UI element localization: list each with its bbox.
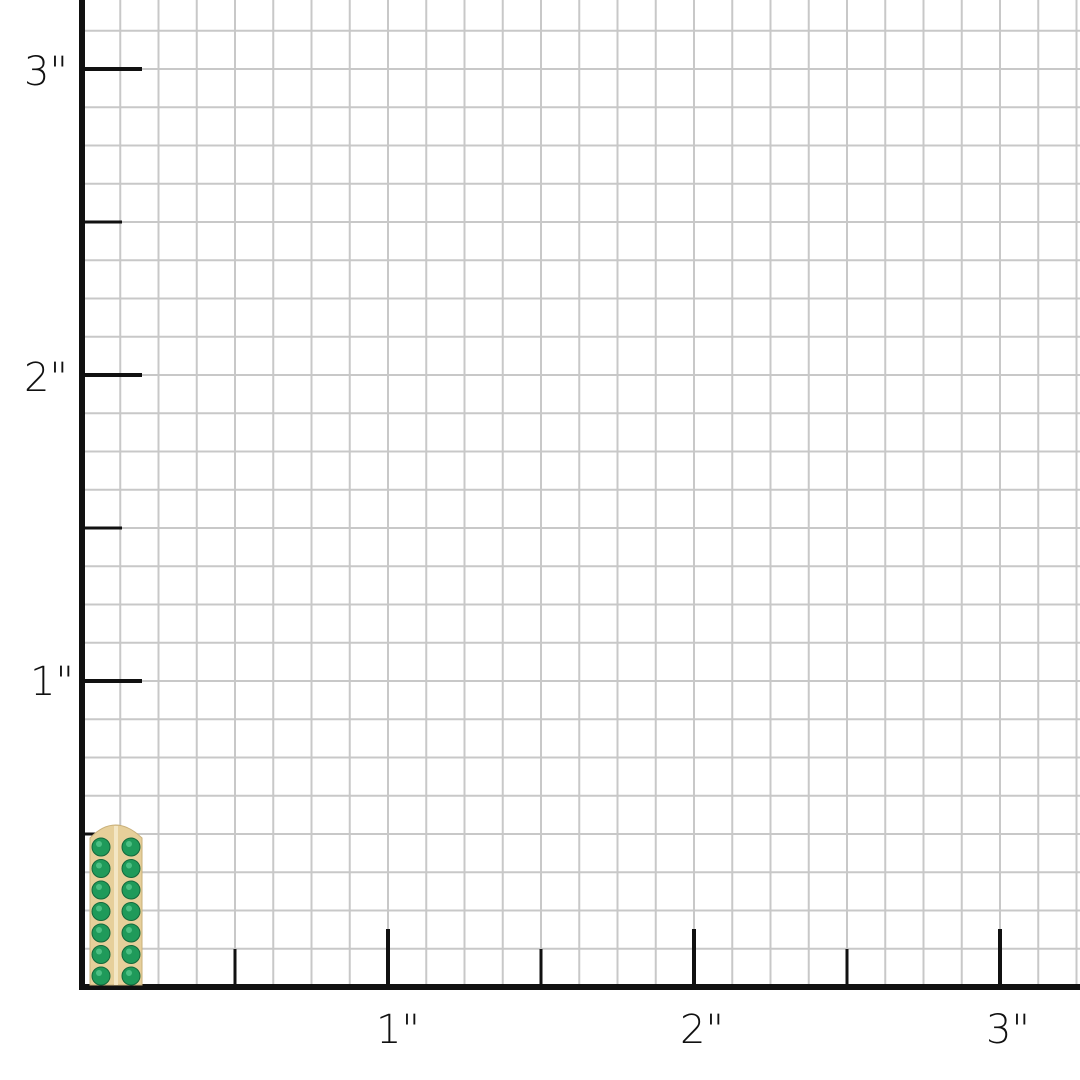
emerald-stone [121,923,141,943]
stone-highlight [126,884,132,890]
emerald-stone [121,945,141,964]
stone-highlight [96,948,102,955]
x-label-1: 1" [376,1007,420,1053]
y-label-3: 3" [24,49,68,95]
emerald-stone [91,923,111,943]
stone-highlight [96,884,102,890]
emerald-stone [121,880,141,900]
y-label-1: 1" [30,659,74,705]
stone-highlight [96,927,102,933]
stone-highlight [126,905,132,912]
emerald-stone [91,902,111,921]
emerald-stone [121,966,141,986]
emerald-stone [121,902,141,921]
emerald-stone [91,837,111,857]
stone-highlight [126,948,132,955]
stone-highlight [96,862,102,869]
stone-highlight [126,927,132,933]
emerald-stone [91,966,111,986]
stone-highlight [126,841,132,847]
y-label-2: 2" [24,355,68,401]
emerald-stone [91,880,111,900]
emerald-stone [91,859,111,878]
stone-highlight [126,862,132,869]
x-label-2: 2" [680,1007,724,1053]
stone-highlight [96,970,102,976]
emerald-stone [121,837,141,857]
stone-highlight [96,841,102,847]
emerald-stone [91,945,111,964]
stone-highlight [126,970,132,976]
x-label-3: 3" [986,1007,1030,1053]
emerald-stone [121,859,141,878]
stone-highlight [96,905,102,912]
